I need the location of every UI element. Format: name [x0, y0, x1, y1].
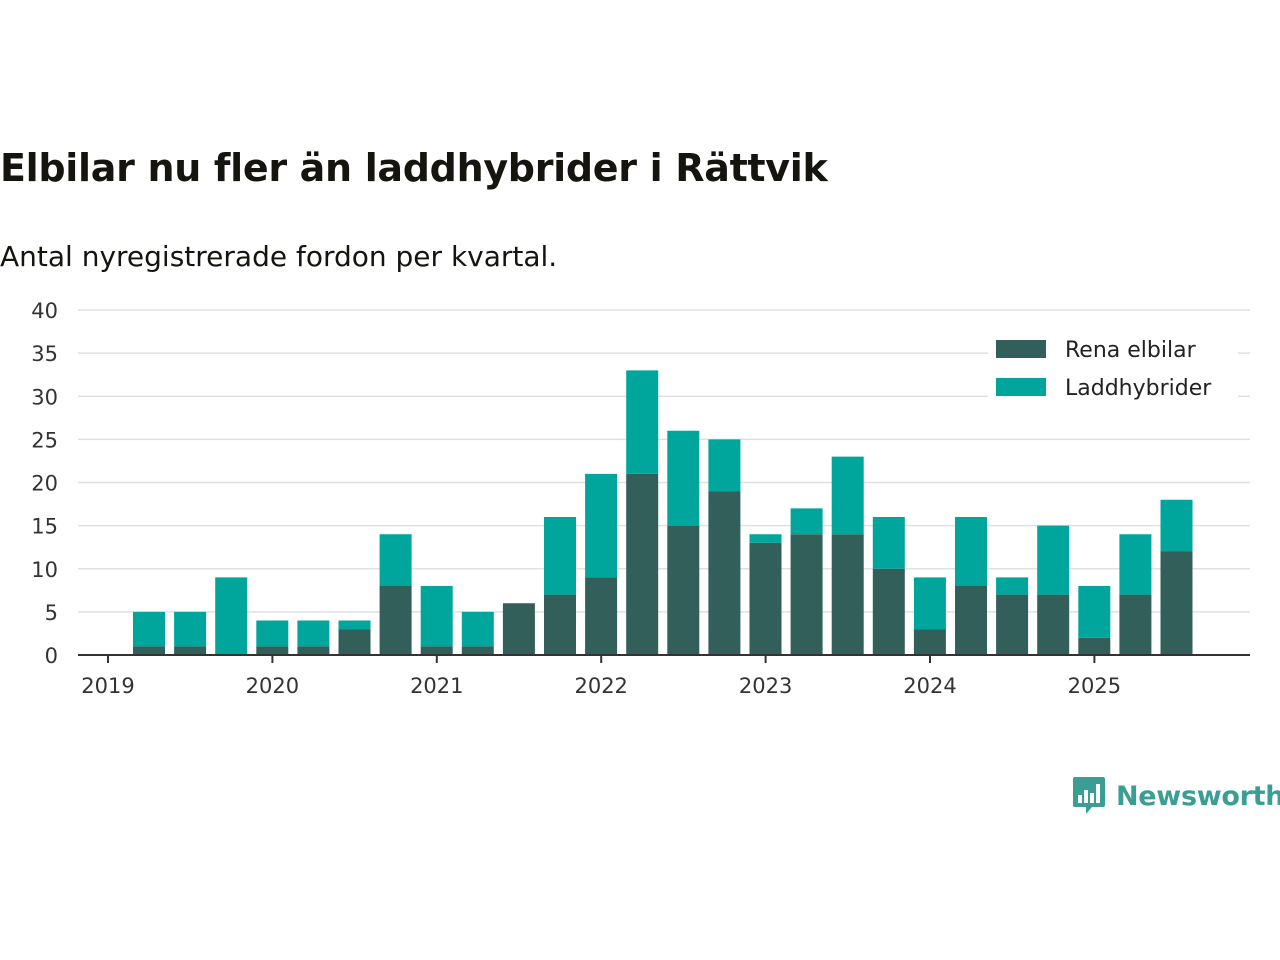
bar-rena-elbilar [338, 629, 371, 655]
bar-laddhybrider [1119, 534, 1152, 595]
x-tick-label: 2025 [1068, 674, 1121, 698]
chart-subtitle: Antal nyregistrerade fordon per kvartal. [0, 240, 558, 273]
bar-laddhybrider [996, 577, 1029, 595]
y-tick-label: 35 [31, 342, 58, 366]
bar-rena-elbilar [420, 646, 453, 655]
y-tick-label: 40 [31, 299, 58, 323]
x-axis: 2019 2020 2021 2022 2023 2024 2025 [78, 654, 1250, 698]
bar-laddhybrider [626, 370, 659, 474]
bar-laddhybrider [667, 430, 700, 526]
y-axis-ticks: 0 5 10 15 20 25 30 35 40 [31, 299, 58, 668]
bar-laddhybrider [420, 586, 453, 647]
x-tick-label: 2019 [81, 674, 134, 698]
bar-laddhybrider [215, 577, 248, 655]
bar-laddhybrider [461, 611, 494, 647]
bar-laddhybrider [1078, 586, 1111, 638]
bar-rena-elbilar [256, 646, 289, 655]
legend-label: Laddhybrider [1065, 376, 1212, 401]
y-tick-label: 20 [31, 472, 58, 496]
bar-laddhybrider [790, 508, 823, 535]
legend-swatch [996, 340, 1046, 358]
bar-rena-elbilar [585, 577, 618, 655]
bar-laddhybrider [1037, 525, 1070, 595]
bar-rena-elbilar [955, 586, 987, 655]
bar-rena-elbilar [667, 525, 700, 655]
bar-rena-elbilar [996, 594, 1029, 655]
brand-name: Newsworthy [1116, 780, 1280, 812]
legend: Rena elbilar Laddhybrider [988, 330, 1238, 401]
x-tick-label: 2023 [739, 674, 792, 698]
bar-rena-elbilar [502, 603, 535, 655]
bar-rena-elbilar [461, 646, 494, 655]
bar-laddhybrider [297, 620, 330, 647]
legend-swatch [996, 378, 1046, 396]
y-tick-label: 30 [31, 385, 58, 409]
bar-rena-elbilar [749, 542, 782, 655]
bar-laddhybrider [1160, 499, 1193, 552]
bar-rena-elbilar [1119, 594, 1152, 655]
gridlines [78, 309, 1250, 613]
bar-laddhybrider [133, 611, 165, 647]
bars [133, 370, 1193, 655]
y-tick-label: 10 [31, 558, 58, 582]
bar-rena-elbilar [626, 473, 659, 655]
bar-rena-elbilar [174, 646, 207, 655]
bar-laddhybrider [708, 439, 741, 492]
legend-label: Rena elbilar [1065, 338, 1197, 363]
newsworthy-logo-icon [1073, 777, 1105, 814]
y-tick-label: 15 [31, 515, 58, 539]
bar-rena-elbilar [790, 534, 823, 655]
bar-laddhybrider [872, 517, 905, 569]
bar-laddhybrider [256, 620, 289, 647]
bar-laddhybrider [174, 611, 207, 647]
bar-rena-elbilar [913, 629, 946, 655]
bar-laddhybrider [831, 456, 864, 535]
y-tick-label: 5 [45, 601, 58, 625]
bar-laddhybrider [338, 620, 371, 630]
y-tick-label: 0 [45, 644, 58, 668]
bar-laddhybrider [749, 534, 782, 543]
x-tick-label: 2021 [410, 674, 463, 698]
bar-rena-elbilar [544, 594, 576, 655]
bar-rena-elbilar [1078, 637, 1111, 655]
bar-laddhybrider [585, 473, 618, 578]
x-tick-label: 2022 [574, 674, 627, 698]
bar-rena-elbilar [708, 491, 741, 655]
bar-rena-elbilar [379, 586, 412, 655]
bar-laddhybrider [544, 517, 576, 595]
bar-laddhybrider [913, 577, 946, 630]
x-tick-label: 2020 [246, 674, 299, 698]
bar-rena-elbilar [831, 534, 864, 655]
chart-title: Elbilar nu fler än laddhybrider i Rättvi… [0, 146, 828, 190]
bar-rena-elbilar [872, 568, 905, 655]
bar-laddhybrider [955, 517, 987, 586]
bar-rena-elbilar [133, 646, 165, 655]
y-tick-label: 25 [31, 428, 58, 452]
bar-laddhybrider [379, 534, 412, 586]
bar-rena-elbilar [1160, 551, 1193, 655]
bar-rena-elbilar [1037, 594, 1070, 655]
x-tick-label: 2024 [903, 674, 956, 698]
newsworthy-brand: Newsworthy [1072, 776, 1280, 816]
bar-rena-elbilar [297, 646, 330, 655]
